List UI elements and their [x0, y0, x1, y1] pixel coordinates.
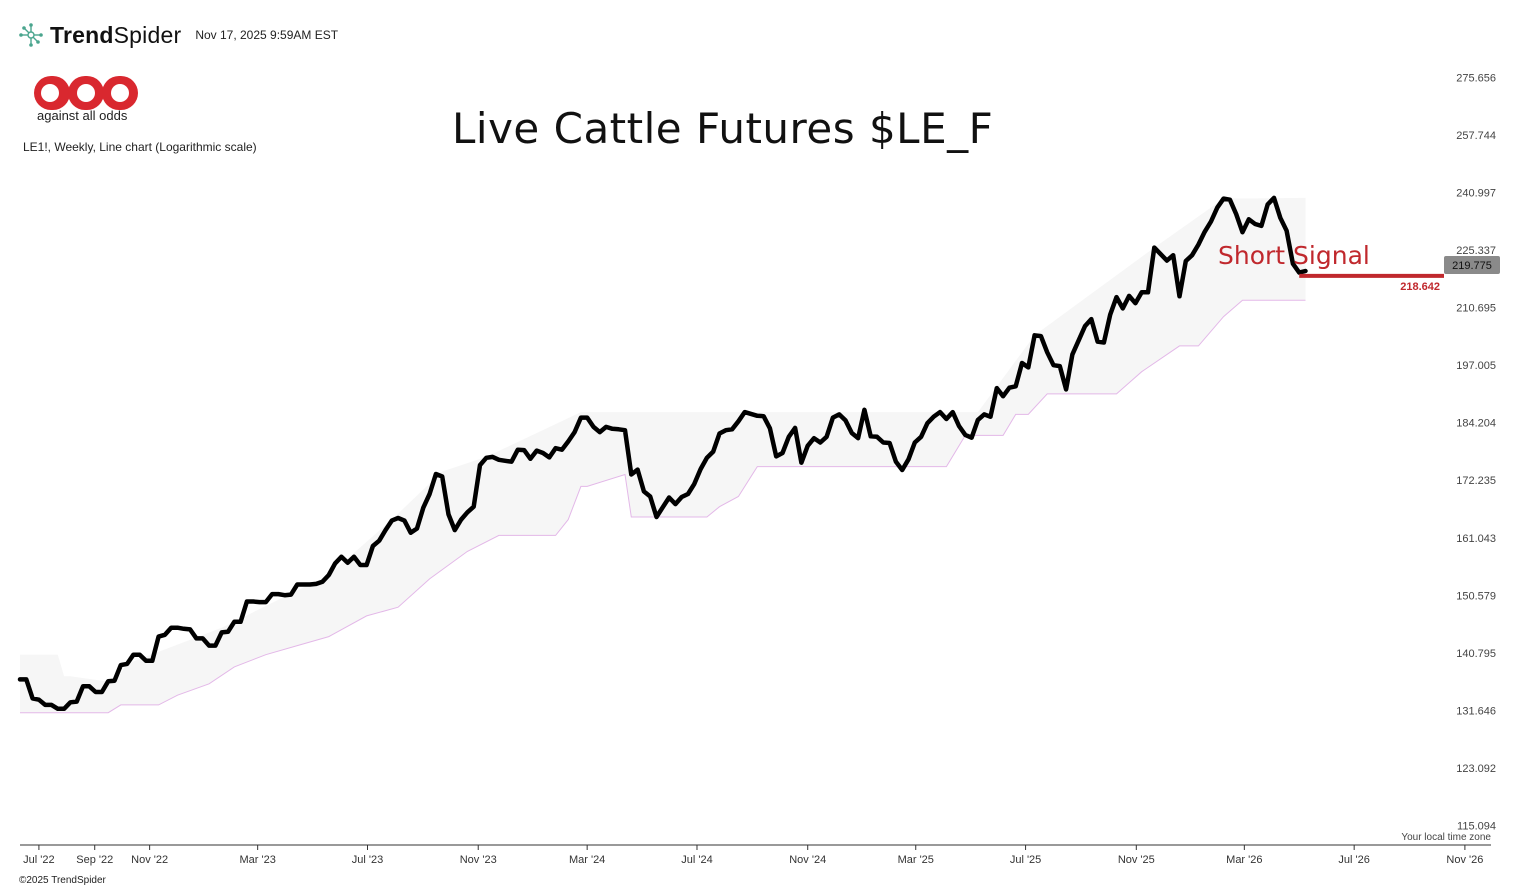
y-tick-label: 140.795: [1456, 648, 1496, 660]
trendspider-header: TrendSpider Nov 17, 2025 9:59AM EST: [18, 20, 338, 50]
y-tick-label: 172.235: [1456, 475, 1496, 487]
x-tick-label: Nov '26: [1446, 854, 1483, 866]
chart-description: LE1!, Weekly, Line chart (Logarithmic sc…: [23, 140, 257, 154]
trendspider-logo-icon: [19, 23, 43, 47]
x-tick-label: Mar '26: [1226, 854, 1262, 866]
signal-price-label: 218.642: [1400, 281, 1440, 293]
y-tick-label: 150.579: [1456, 590, 1496, 602]
logo-tagline: against all odds: [37, 108, 128, 123]
price-line: [17, 195, 1308, 712]
x-tick-label: Nov '24: [789, 854, 826, 866]
chart-title: Live Cattle Futures $LE_F: [452, 104, 994, 153]
x-tick-label: Mar '23: [239, 854, 275, 866]
copyright: ©2025 TrendSpider: [19, 875, 106, 886]
timestamp: Nov 17, 2025 9:59AM EST: [195, 28, 339, 42]
y-tick-label: 184.204: [1456, 418, 1496, 430]
y-tick-label: 257.744: [1456, 130, 1496, 142]
y-tick-label: 210.695: [1456, 303, 1496, 315]
against-all-odds-logo: [34, 76, 138, 110]
last-price-label: 219.775: [1452, 260, 1492, 272]
channel-lower-edge: [20, 299, 1306, 714]
x-tick-label: Sep '22: [76, 854, 113, 866]
x-tick-label: Jul '26: [1338, 854, 1369, 866]
channel-band: [20, 197, 1306, 713]
x-tick-label: Nov '23: [460, 854, 497, 866]
y-tick-label: 275.656: [1456, 72, 1496, 84]
y-tick-label: 161.043: [1456, 533, 1496, 545]
y-tick-label: 240.997: [1456, 188, 1496, 200]
x-tick-label: Mar '25: [898, 854, 934, 866]
y-tick-label: 197.005: [1456, 360, 1496, 372]
y-tick-label: 123.092: [1456, 763, 1496, 775]
y-tick-label: 115.094: [1457, 820, 1496, 832]
y-tick-label: 225.337: [1456, 245, 1496, 257]
x-tick-label: Nov '22: [131, 854, 168, 866]
last-price-tag: [1444, 256, 1500, 275]
x-tick-label: Jul '23: [352, 854, 383, 866]
x-tick-label: Nov '25: [1118, 854, 1155, 866]
x-tick-label: Jul '24: [681, 854, 712, 866]
x-tick-label: Jul '22: [23, 854, 54, 866]
x-tick-label: Mar '24: [569, 854, 605, 866]
y-tick-label: 131.646: [1456, 705, 1496, 717]
timezone-note: Your local time zone: [1401, 832, 1491, 843]
x-tick-label: Jul '25: [1010, 854, 1041, 866]
trendspider-wordmark: TrendSpider: [50, 21, 182, 48]
short-signal-label: Short Signal: [1218, 241, 1370, 270]
